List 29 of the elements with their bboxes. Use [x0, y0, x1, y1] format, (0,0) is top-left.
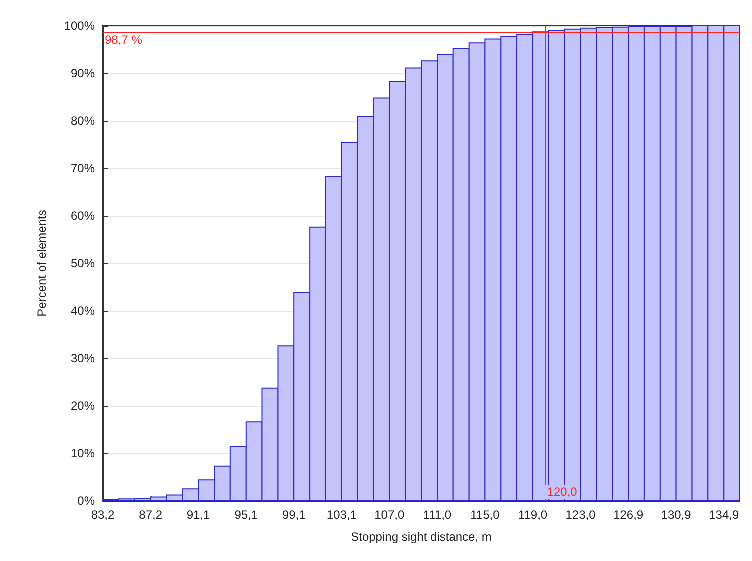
y-tick-label: 50%	[70, 256, 96, 270]
x-tick-label: 107,0	[374, 508, 405, 522]
y-tick-label: 30%	[70, 352, 96, 366]
x-tick-label: 123,0	[566, 508, 596, 522]
y-tick-label: 40%	[70, 304, 96, 318]
y-tick-label: 10%	[70, 446, 96, 460]
x-tick-label: 91,1	[186, 508, 211, 522]
x-tick-label: 103,1	[326, 508, 358, 522]
x-tick-label: 115,0	[470, 508, 500, 522]
x-tick-label: 83,2	[91, 508, 115, 522]
x-tick-label: 111,0	[423, 508, 452, 522]
x-tick-label: 134,9	[709, 508, 740, 522]
ref-line-label: 98,7 %	[105, 33, 143, 48]
y-tick-label: 100%	[64, 19, 96, 33]
y-tick-label: 20%	[70, 399, 96, 413]
x-tick-label: 126,9	[614, 508, 644, 522]
y-tick-label: 60%	[70, 209, 96, 223]
x-tick-label: 130,9	[661, 508, 692, 522]
y-tick-label: 70%	[70, 162, 96, 176]
ref-line-label: 120,0	[547, 485, 578, 499]
x-tick-label: 119,0	[518, 508, 548, 522]
x-tick-label: 99,1	[282, 508, 306, 522]
y-tick-label: 90%	[70, 66, 96, 80]
y-tick-label: 0%	[78, 494, 96, 508]
x-tick-label: 87,2	[139, 508, 163, 522]
x-tick-label: 95,1	[234, 508, 258, 522]
x-axis-title: Stopping sight distance, m	[351, 530, 492, 544]
y-axis-title: Percent of elements	[35, 210, 49, 317]
y-tick-label: 80%	[70, 114, 96, 128]
